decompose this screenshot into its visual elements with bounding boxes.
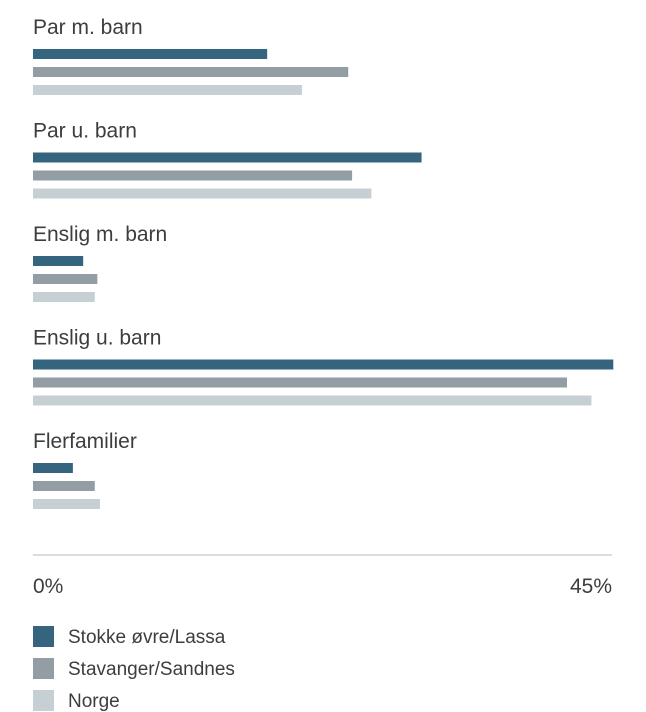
legend-swatch bbox=[33, 690, 54, 711]
bar bbox=[33, 170, 353, 181]
x-tick-label-min: 0% bbox=[33, 575, 63, 598]
legend-item: Norge bbox=[33, 690, 120, 712]
legend-item: Stokke øvre/Lassa bbox=[33, 626, 226, 648]
bar bbox=[33, 359, 614, 370]
bar bbox=[33, 256, 84, 266]
bar bbox=[33, 395, 592, 406]
bar bbox=[33, 292, 95, 302]
bar-group: Par u. barn bbox=[33, 120, 422, 199]
bar-groups: Par m. barn Par u. barn Enslig m. barn Ensl… bbox=[33, 16, 614, 509]
category-label: Flerfamilier bbox=[33, 430, 137, 453]
bar bbox=[33, 377, 567, 388]
legend-swatch bbox=[33, 626, 54, 647]
bar bbox=[33, 463, 73, 473]
category-label: Enslig m. barn bbox=[33, 223, 167, 246]
bar bbox=[33, 188, 372, 199]
legend-label: Stokke øvre/Lassa bbox=[68, 627, 226, 648]
bar-group: Par m. barn bbox=[33, 16, 349, 95]
bar bbox=[33, 85, 302, 95]
bar bbox=[33, 49, 268, 59]
category-label: Enslig u. barn bbox=[33, 327, 161, 350]
legend-item: Stavanger/Sandnes bbox=[33, 658, 235, 680]
bar-group: Flerfamilier bbox=[33, 430, 137, 509]
legend-label: Stavanger/Sandnes bbox=[68, 659, 235, 680]
bar bbox=[33, 152, 422, 163]
bar-group: Enslig u. barn bbox=[33, 327, 614, 406]
bar-group: Enslig m. barn bbox=[33, 223, 167, 302]
x-tick-label-max: 45% bbox=[570, 575, 612, 598]
bar bbox=[33, 499, 100, 509]
category-label: Par m. barn bbox=[33, 16, 143, 39]
bar bbox=[33, 274, 98, 284]
legend: Stokke øvre/Lassa Stavanger/Sandnes Norge bbox=[33, 626, 235, 712]
legend-swatch bbox=[33, 658, 54, 679]
category-label: Par u. barn bbox=[33, 120, 137, 143]
bar bbox=[33, 67, 349, 77]
bar bbox=[33, 481, 95, 491]
legend-label: Norge bbox=[68, 691, 120, 712]
